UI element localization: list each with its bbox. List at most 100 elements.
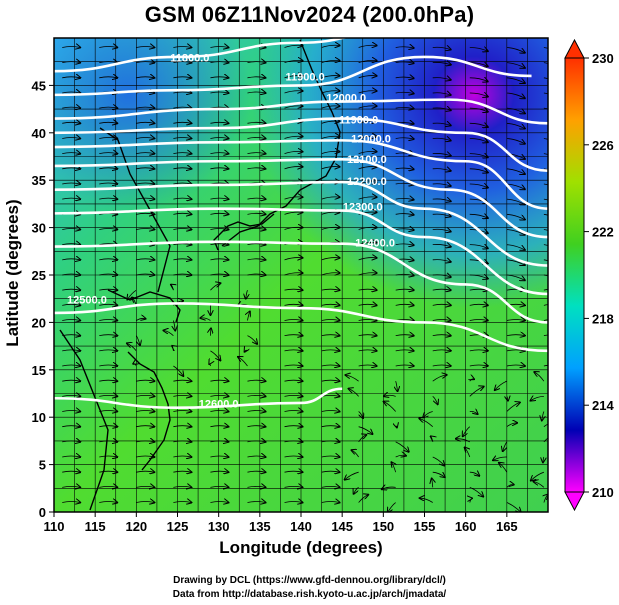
- streamline-arrow: [247, 244, 265, 245]
- streamline-arrow: [395, 365, 414, 366]
- streamline-arrow: [173, 77, 191, 78]
- streamline-arrow: [173, 426, 191, 427]
- streamline-arrow: [136, 502, 154, 503]
- streamline-arrow: [173, 107, 191, 108]
- streamline-arrow: [432, 62, 451, 64]
- streamline-arrow: [247, 426, 265, 427]
- streamline-arrow: [543, 198, 548, 201]
- x-tick-label: 160: [455, 519, 477, 534]
- streamline-arrow: [543, 153, 548, 155]
- streamline-arrow: [247, 411, 265, 412]
- streamline-arrow: [247, 486, 265, 487]
- streamline-arrow: [499, 463, 508, 473]
- streamline-arrow: [247, 335, 257, 344]
- streamline-arrow: [395, 168, 414, 169]
- y-tick-label: 45: [32, 78, 46, 93]
- colorbar-tick-label: 230: [592, 51, 614, 66]
- streamline-arrow: [432, 479, 433, 488]
- streamline-arrow: [506, 122, 525, 128]
- x-tick-label: 120: [125, 519, 147, 534]
- streamline-arrow: [358, 151, 377, 153]
- streamline-arrow: [395, 77, 414, 78]
- streamline-arrow: [62, 395, 80, 396]
- streamline-arrow: [358, 495, 369, 503]
- streamline-arrow: [382, 487, 396, 489]
- streamline-arrow: [321, 273, 340, 275]
- streamline-arrow: [469, 486, 483, 496]
- streamline-arrow: [136, 198, 154, 199]
- streamline-arrow: [531, 471, 545, 480]
- colorbar-scale: [564, 57, 585, 493]
- streamline-arrow: [210, 380, 228, 381]
- streamline-arrow: [136, 318, 145, 320]
- streamline-arrow: [173, 471, 191, 472]
- x-tick-label: 145: [331, 519, 353, 534]
- streamline-arrow: [358, 76, 377, 78]
- streamline-arrow: [351, 450, 359, 458]
- streamline-arrow: [432, 396, 438, 404]
- streamline-arrow: [432, 350, 451, 351]
- streamline-arrow: [543, 259, 548, 262]
- streamline-arrow: [321, 197, 340, 199]
- streamline-arrow: [345, 471, 359, 479]
- y-tick-label: 30: [32, 221, 46, 236]
- streamline-arrow: [62, 380, 80, 381]
- streamline-arrow: [395, 455, 406, 457]
- streamline-arrow: [173, 486, 191, 487]
- streamline-arrow: [395, 138, 414, 139]
- streamline-arrow: [543, 213, 548, 216]
- streamline-arrow: [531, 396, 544, 400]
- colorbar-tick-label: 222: [592, 225, 614, 240]
- streamline-arrow: [200, 318, 211, 321]
- contour-12100.0: [54, 158, 548, 239]
- streamline-arrow: [321, 212, 340, 214]
- streamline-arrow: [358, 320, 377, 321]
- streamline-arrow: [136, 183, 154, 184]
- streamline-arrow: [247, 395, 265, 396]
- streamline-arrow: [321, 121, 340, 123]
- streamline-arrow: [62, 228, 80, 229]
- streamline-arrow: [247, 122, 265, 123]
- streamline-arrow: [210, 213, 228, 214]
- streamline-arrow: [506, 423, 517, 427]
- streamline-arrow: [245, 350, 248, 352]
- streamline-arrow: [388, 502, 396, 512]
- streamline-arrow: [506, 502, 521, 512]
- streamline-arrow: [465, 448, 470, 458]
- streamline-arrow: [136, 411, 154, 412]
- streamline-arrow: [358, 335, 377, 336]
- streamline-arrow: [543, 334, 548, 337]
- streamline-arrow: [506, 107, 525, 113]
- contour-label: 11900.0: [339, 114, 378, 126]
- streamline-arrow: [62, 502, 80, 503]
- streamline-arrow: [136, 77, 154, 78]
- x-tick-label: 110: [44, 519, 65, 534]
- contour-label: 12600.0: [199, 399, 239, 411]
- streamline-arrow: [247, 471, 265, 472]
- streamline-arrow: [503, 441, 508, 451]
- colorbar-tick-label: 226: [592, 138, 614, 153]
- streamline-arrow: [210, 283, 220, 291]
- x-tick-label: 140: [290, 519, 312, 534]
- streamline-arrow: [432, 260, 451, 262]
- coastlines: [59, 39, 341, 511]
- streamline-arrow: [506, 244, 525, 250]
- streamline-arrow: [358, 60, 377, 62]
- streamline-arrow: [432, 229, 451, 231]
- streamline-arrow: [432, 184, 451, 186]
- streamline-arrow: [506, 213, 525, 219]
- streamline-arrow: [470, 498, 472, 503]
- x-tick-label: 150: [372, 519, 394, 534]
- streamline-arrow: [173, 320, 175, 331]
- streamline-arrow: [173, 456, 191, 457]
- streamline-arrow: [543, 289, 548, 291]
- streamline-arrow: [173, 411, 191, 412]
- streamline-arrow: [210, 426, 228, 427]
- streamline-arrow: [247, 198, 265, 199]
- streamline-arrow: [321, 136, 340, 138]
- streamline-arrow: [136, 335, 140, 345]
- streamline-arrow: [543, 47, 548, 49]
- streamline-arrow: [321, 304, 340, 305]
- x-tick-label: 125: [167, 519, 189, 534]
